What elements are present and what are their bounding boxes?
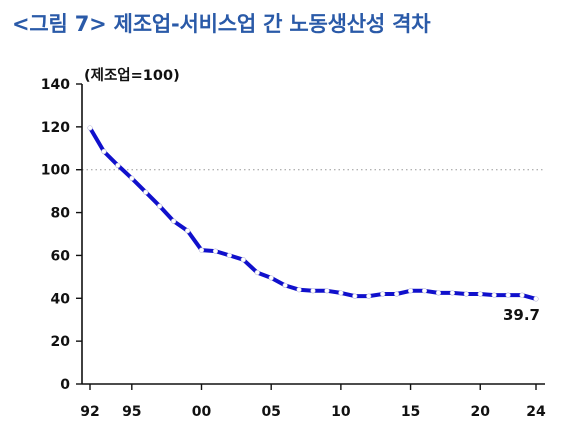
data-point — [380, 291, 386, 297]
data-point — [157, 203, 163, 209]
points-group — [87, 125, 539, 302]
x-tick-label: 92 — [80, 404, 99, 420]
data-point — [519, 292, 525, 298]
data-point — [198, 247, 205, 253]
data-point — [226, 252, 232, 259]
x-tick-label: 20 — [471, 404, 491, 420]
data-point — [338, 290, 344, 296]
data-point — [505, 292, 511, 298]
data-point — [491, 292, 497, 298]
data-point — [449, 290, 455, 296]
data-point — [296, 287, 302, 293]
axes-group — [81, 84, 545, 385]
data-point — [115, 162, 121, 169]
data-label: 39.7 — [503, 306, 540, 324]
annotation-group: 39.7 — [503, 306, 540, 324]
data-point — [143, 189, 149, 195]
data-point — [254, 269, 260, 276]
data-point — [268, 275, 274, 281]
data-point — [240, 257, 246, 263]
data-point — [407, 288, 414, 294]
data-point — [324, 288, 330, 294]
chart-title: <그림 7> 제조업-서비스업 간 노동생산성 격차 — [12, 12, 431, 36]
y-tick-label: 20 — [51, 334, 71, 350]
y-tick-label: 40 — [51, 291, 71, 307]
x-tick-label: 10 — [331, 404, 351, 420]
data-point — [87, 125, 93, 131]
y-tick-label: 0 — [60, 377, 70, 393]
data-point — [171, 218, 177, 224]
x-ticks-group: 92 95 00 05 10 15 20 24 — [80, 384, 546, 420]
data-point — [463, 291, 469, 297]
data-point — [477, 291, 483, 297]
data-point — [435, 290, 442, 296]
data-point — [184, 228, 191, 234]
y-tick-label: 80 — [51, 206, 71, 222]
data-point — [310, 288, 316, 294]
data-point — [394, 291, 400, 297]
y-tick-label: 140 — [41, 77, 70, 93]
data-point — [129, 175, 135, 181]
unit-label: (제조업=100) — [84, 68, 180, 84]
data-point — [533, 296, 539, 302]
data-point — [421, 288, 428, 294]
y-tick-label: 120 — [41, 120, 70, 136]
series-line — [88, 125, 538, 301]
x-tick-label: 95 — [122, 404, 141, 420]
data-point — [101, 148, 107, 155]
y-ticks-group: 0 20 40 60 80 100 120 140 — [41, 77, 82, 393]
x-tick-label: 24 — [526, 404, 546, 420]
y-tick-label: 60 — [51, 248, 71, 264]
data-point — [366, 293, 372, 299]
x-tick-label: 05 — [261, 404, 280, 420]
data-point — [212, 248, 219, 254]
series-group — [88, 125, 538, 301]
data-point — [352, 293, 358, 299]
data-point — [282, 282, 288, 289]
y-tick-label: 100 — [41, 163, 70, 179]
x-tick-label: 15 — [401, 404, 420, 420]
x-tick-label: 00 — [192, 404, 212, 420]
